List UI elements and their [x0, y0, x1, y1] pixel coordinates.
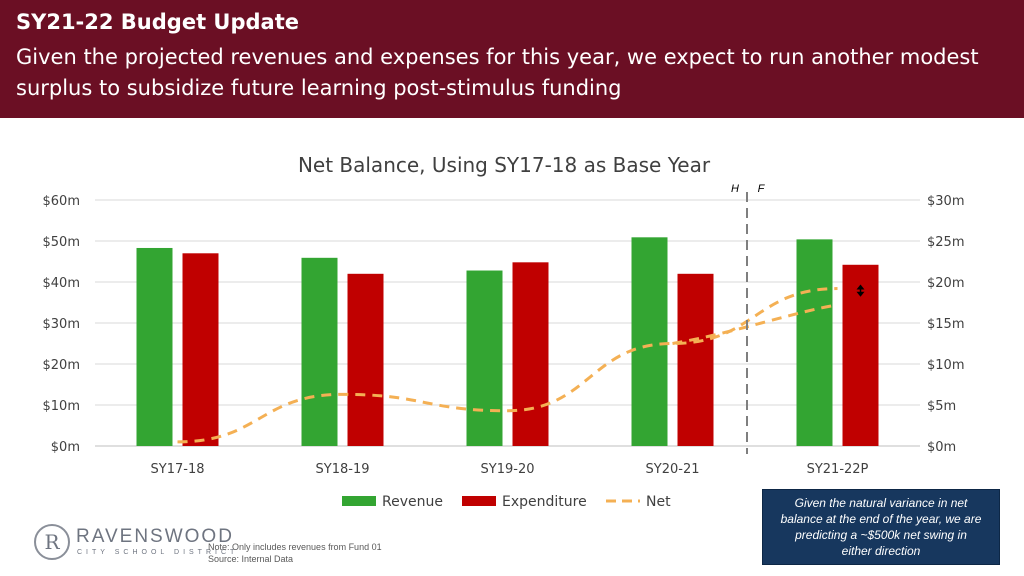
- forecast-label: F: [758, 183, 766, 195]
- right-tick-label: $10m: [927, 358, 964, 373]
- header-banner: SY21-22 Budget Update Given the projecte…: [0, 0, 1024, 118]
- expenditure-bar: [512, 262, 549, 446]
- net-line: [177, 284, 865, 444]
- revenue-legend-label: Revenue: [382, 494, 443, 510]
- x-tick-label: SY20-21: [646, 462, 700, 477]
- left-tick-label: $40m: [43, 276, 80, 291]
- x-tick-label: SY18-19: [316, 462, 370, 477]
- right-tick-label: $15m: [927, 317, 964, 332]
- expenditure-bar: [347, 273, 384, 446]
- revenue-bar: [136, 247, 173, 446]
- gridlines: [95, 199, 920, 447]
- right-tick-label: $25m: [927, 235, 964, 250]
- x-tick-label: SY19-20: [481, 462, 535, 477]
- x-tick-label: SY21-22P: [807, 462, 869, 477]
- callout-line: predicting a ~$500k net swing in: [795, 528, 967, 542]
- footnote: Note: Only includes revenues from Fund 0…: [208, 541, 382, 565]
- left-tick-label: $50m: [43, 235, 80, 250]
- callout-line: Given the natural variance in net: [794, 496, 968, 510]
- expenditure-bar: [677, 273, 714, 446]
- expenditure-legend-swatch: [462, 496, 496, 506]
- page-title: SY21-22 Budget Update: [16, 10, 299, 34]
- left-tick-label: $10m: [43, 399, 80, 414]
- page-subtitle: Given the projected revenues and expense…: [16, 45, 979, 100]
- logo-subtitle: CITY SCHOOL DISTRICT: [77, 549, 239, 556]
- variance-arrow-down-icon: [856, 291, 865, 297]
- variance-arrow-up-icon: [856, 284, 865, 290]
- revenue-legend-swatch: [342, 496, 376, 506]
- revenue-bar: [301, 257, 338, 446]
- net-legend-label: Net: [646, 494, 671, 510]
- footnote-note: Note: Only includes revenues from Fund 0…: [208, 542, 382, 552]
- footnote-source: Source: Internal Data: [208, 554, 294, 564]
- left-tick-label: $0m: [51, 440, 80, 455]
- right-tick-label: $20m: [927, 276, 964, 291]
- right-tick-label: $0m: [927, 440, 956, 455]
- right-tick-label: $5m: [927, 399, 956, 414]
- x-axis-labels: SY17-18 SY18-19 SY19-20 SY20-21 SY21-22P: [151, 462, 869, 477]
- callout-line: either direction: [841, 544, 921, 558]
- net-line-alt: [672, 303, 838, 345]
- left-tick-label: $60m: [43, 194, 80, 209]
- net-line-main: [177, 287, 838, 444]
- revenue-bar: [466, 270, 503, 446]
- logo-mark-icon: R: [34, 524, 70, 560]
- historical-label: H: [731, 183, 739, 195]
- net-balance-chart: Net Balance, Using SY17-18 as Base Year …: [43, 153, 965, 510]
- bars: [136, 237, 879, 446]
- right-axis: $0m $5m $10m $15m $20m $25m $30m: [927, 194, 964, 455]
- revenue-bar: [796, 239, 833, 446]
- left-tick-label: $30m: [43, 317, 80, 332]
- revenue-bar: [631, 237, 668, 446]
- expenditure-legend-label: Expenditure: [502, 494, 587, 510]
- district-logo: R RAVENSWOOD CITY SCHOOL DISTRICT: [34, 524, 234, 564]
- callout-line: balance at the end of the year, we are: [780, 512, 982, 526]
- variance-callout: Given the natural variance in net balanc…: [762, 489, 1000, 565]
- chart-title: Net Balance, Using SY17-18 as Base Year: [298, 153, 711, 177]
- left-axis: $0m $10m $20m $30m $40m $50m $60m: [43, 194, 80, 455]
- logo-name: RAVENSWOOD: [76, 526, 234, 547]
- right-tick-label: $30m: [927, 194, 964, 209]
- x-tick-label: SY17-18: [151, 462, 205, 477]
- left-tick-label: $20m: [43, 358, 80, 373]
- legend: Revenue Expenditure Net: [342, 494, 671, 510]
- expenditure-bar: [182, 253, 219, 446]
